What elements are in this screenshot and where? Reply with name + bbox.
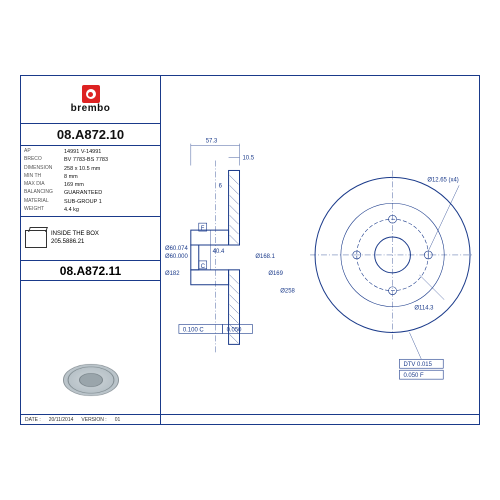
- dim-dia60a: Ø60.074: [165, 246, 189, 252]
- footer-version-label: VERSION :: [81, 417, 106, 423]
- drawing-area: 57.3 10.5 6 40.4 F C 0.100 C 0.050 Ø60.0: [161, 76, 479, 414]
- disc-icon: [63, 364, 119, 396]
- part-number-primary: 08.A872.10: [21, 124, 160, 146]
- drawing-sheet: brembo 08.A872.10 AP14991 V-14991 BRECOB…: [20, 75, 480, 425]
- inside-box-section: INSIDE THE BOX 205.5886.21: [21, 217, 160, 261]
- datum-f: F: [201, 226, 205, 232]
- inside-box-title: INSIDE THE BOX: [51, 231, 99, 239]
- tol-runout: 0.100 C: [183, 327, 205, 333]
- dim-pcd: Ø114.3: [414, 306, 434, 312]
- dim-dia258: Ø258: [280, 289, 295, 295]
- spec-breco: BV 7783-BS 7783: [64, 156, 157, 164]
- part-number-secondary: 08.A872.11: [21, 261, 160, 281]
- section-view: 57.3 10.5 6 40.4 F C 0.100 C 0.050 Ø60.0: [165, 139, 296, 355]
- spec-table: AP14991 V-14991 BRECOBV 7783-BS 7783 DIM…: [21, 146, 160, 217]
- footer-date: 20/11/2014: [49, 417, 74, 423]
- footer-version: 01: [115, 417, 121, 423]
- dim-dia169: Ø169: [268, 271, 283, 277]
- spec-balancing: GUARANTEED: [64, 189, 157, 197]
- dim-6: 6: [219, 183, 223, 189]
- brand-name: brembo: [71, 103, 111, 114]
- inside-box-code: 205.5886.21: [51, 239, 99, 247]
- dim-57-3: 57.3: [206, 139, 218, 145]
- dim-dia182: Ø182: [165, 271, 180, 277]
- dim-bolt: Ø12.65 (x4): [427, 177, 458, 183]
- box-icon: [25, 230, 47, 248]
- dim-dia60b: Ø60.000: [165, 254, 189, 260]
- tol-flat: 0.050: [227, 327, 243, 333]
- dim-dia168: Ø168.1: [255, 254, 275, 260]
- tol-dtv: DTV 0.015: [403, 362, 432, 368]
- spec-ap: 14991 V-14991: [64, 148, 157, 156]
- spec-minth: 8 mm: [64, 173, 157, 181]
- isometric-view: [21, 346, 161, 414]
- spec-material: SUB-GROUP 1: [64, 198, 157, 206]
- footer: DATE : 20/11/2014 VERSION : 01: [21, 414, 479, 424]
- footer-date-label: DATE :: [25, 417, 41, 423]
- left-column: brembo 08.A872.10 AP14991 V-14991 BRECOB…: [21, 76, 161, 424]
- brembo-logo-icon: [82, 85, 100, 103]
- spec-maxdia: 169 mm: [64, 181, 157, 189]
- dim-40-4: 40.4: [213, 249, 225, 255]
- spec-dimension: 258 x 10.5 mm: [64, 165, 157, 173]
- datum-c: C: [201, 264, 206, 270]
- technical-drawing: 57.3 10.5 6 40.4 F C 0.100 C 0.050 Ø60.0: [161, 76, 479, 414]
- tol-flat2: 0.050 F: [403, 373, 424, 379]
- logo-box: brembo: [21, 76, 160, 124]
- spec-weight: 4.4 kg: [64, 206, 157, 214]
- dim-10-5: 10.5: [242, 156, 254, 162]
- front-view: Ø12.65 (x4) Ø114.3 DTV 0.015 0.050 F: [310, 170, 474, 379]
